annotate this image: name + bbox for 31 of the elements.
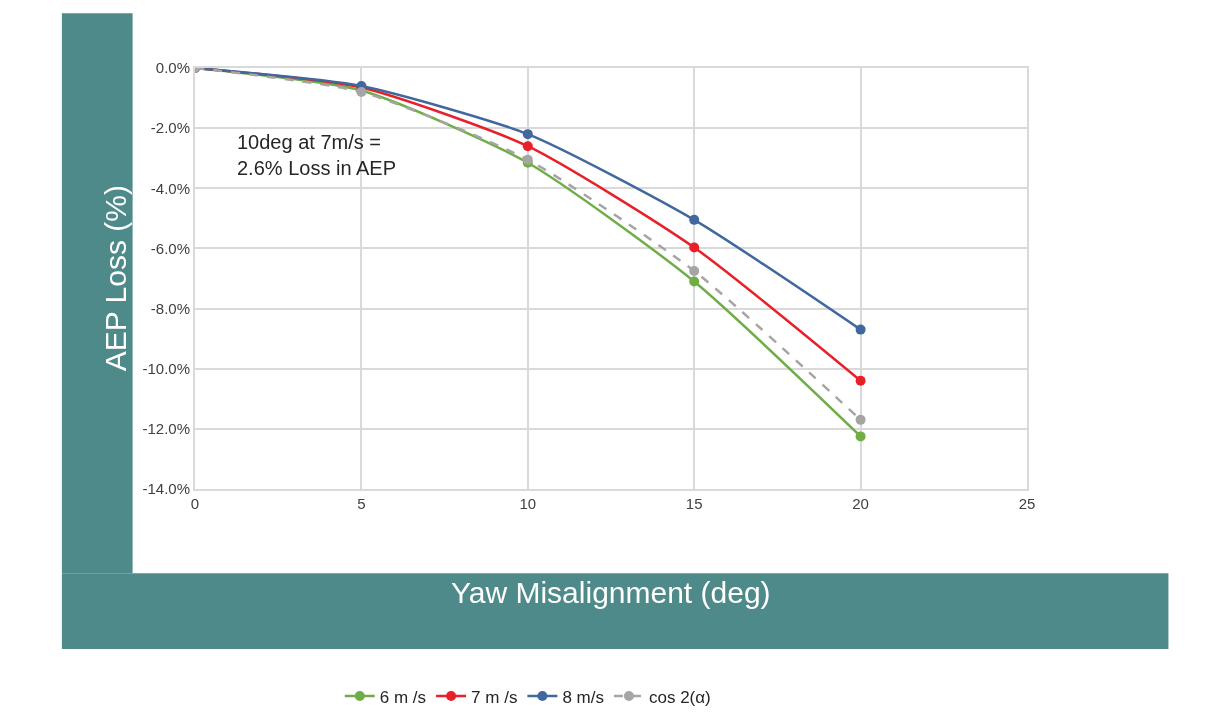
y-tick-label: -6.0%: [150, 239, 190, 257]
y-tick-label: -10.0%: [142, 359, 190, 377]
point: [689, 265, 700, 276]
y-tick-label: -4.0%: [150, 179, 190, 197]
legend-label: 8 m/s: [562, 687, 604, 707]
legend-label: 6 m /s: [379, 687, 427, 707]
x-tick-label: 10: [519, 495, 537, 512]
point: [689, 276, 700, 287]
legend-label: 7 m /s: [471, 687, 518, 707]
point: [522, 129, 533, 140]
y-axis-title: AEP Loss (%): [99, 185, 133, 372]
x-tick-label: 15: [685, 495, 703, 512]
y-tick-label: -14.0%: [142, 480, 190, 498]
y-tick-label: -12.0%: [142, 420, 190, 438]
legend-label: cos 2(α): [648, 687, 711, 707]
point: [689, 242, 700, 253]
point: [855, 324, 866, 335]
x-axis-title: Yaw Misalignment (deg): [451, 576, 771, 609]
x-tick-label: 0: [190, 495, 200, 512]
point: [689, 214, 700, 225]
y-tick-label: -8.0%: [150, 299, 190, 317]
point: [855, 375, 866, 386]
annotation: 10deg at 7m/s = 2.6% Loss in AEP: [237, 131, 396, 179]
point: [855, 414, 866, 425]
point: [855, 431, 866, 442]
point: [522, 141, 533, 152]
x-tick-label: 5: [357, 495, 366, 512]
x-tick-label: 20: [852, 495, 869, 512]
y-tick-label: -2.0%: [150, 119, 190, 137]
x-tick-label: 25: [1018, 495, 1036, 512]
y-tick-label: 0.0%: [155, 59, 190, 77]
